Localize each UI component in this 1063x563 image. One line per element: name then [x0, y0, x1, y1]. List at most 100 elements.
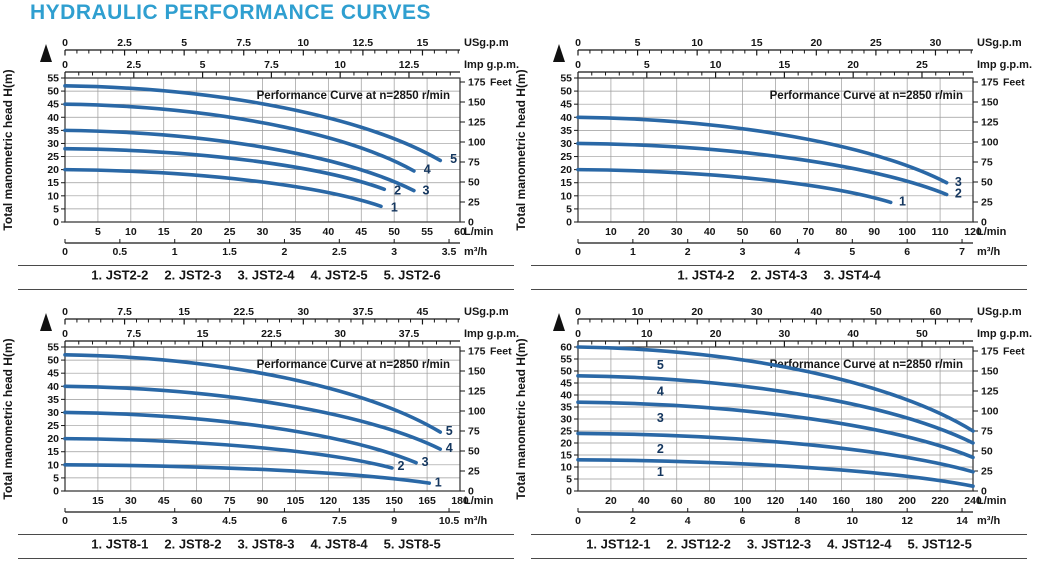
- svg-text:70: 70: [803, 226, 815, 238]
- svg-text:20: 20: [605, 495, 617, 507]
- svg-text:240: 240: [964, 495, 982, 507]
- chart-jst2: Total manometric head H(m) 0 2.5 5 7.5 10 12.5…: [0, 28, 531, 299]
- curve-number-JST4-2: 1: [899, 195, 906, 209]
- svg-text:20: 20: [47, 433, 59, 445]
- svg-text:20: 20: [560, 438, 572, 450]
- svg-text:0.5: 0.5: [113, 246, 128, 258]
- svg-text:5: 5: [53, 203, 59, 215]
- svg-text:80: 80: [835, 226, 847, 238]
- svg-text:100: 100: [734, 495, 752, 507]
- curve-number-JST12-3: 3: [657, 411, 664, 425]
- svg-text:55: 55: [421, 226, 433, 238]
- y-axis-arrow-icon: [40, 44, 52, 62]
- legend-text: 1. JST8-1 2. JST8-2 3. JST8-3 4. JST8-4 5. J…: [91, 537, 440, 552]
- svg-text:40: 40: [560, 390, 572, 402]
- svg-text:10: 10: [125, 226, 137, 238]
- svg-text:35: 35: [560, 402, 572, 414]
- us-gpm-axis: 0 5 10 15 20 25 30 USg.p.m: [575, 37, 1022, 56]
- performance-note: Performance Curve at n=2850 r/min: [257, 90, 450, 102]
- svg-text:30: 30: [47, 407, 59, 419]
- svg-text:5: 5: [181, 37, 187, 49]
- svg-text:0: 0: [62, 306, 68, 318]
- svg-text:30: 30: [779, 328, 791, 340]
- feet-axis: 175 Feet 150 125 100 75 50 25 0: [460, 77, 512, 229]
- svg-text:22.5: 22.5: [261, 328, 282, 340]
- performance-note: Performance Curve at n=2850 r/min: [770, 359, 963, 371]
- curve-JST12-2: [576, 431, 975, 474]
- imp-gpm-axis: 0 10 20 30 40 50 Imp g.p.m.: [575, 328, 1032, 347]
- svg-text:125: 125: [468, 386, 486, 398]
- imp-gpm-axis: 0 2.5 5 7.5 10 12.5 Imp g.p.m.: [62, 59, 519, 78]
- svg-text:0: 0: [62, 59, 68, 71]
- svg-text:30: 30: [671, 226, 683, 238]
- svg-text:40: 40: [560, 112, 572, 124]
- svg-text:40: 40: [704, 226, 716, 238]
- svg-text:8: 8: [795, 515, 801, 527]
- svg-text:55: 55: [47, 342, 59, 354]
- svg-text:100: 100: [468, 137, 486, 149]
- svg-text:10: 10: [710, 59, 722, 71]
- svg-text:50: 50: [560, 366, 572, 378]
- svg-text:7.5: 7.5: [126, 328, 141, 340]
- curve-JST8-3: [63, 410, 418, 465]
- m3h-axis: 0 1 2 3 4 5 6 7 m³/h: [575, 239, 1001, 258]
- svg-text:15: 15: [47, 177, 59, 189]
- feet-unit-label: Feet: [1003, 77, 1025, 89]
- legend-jst4: 1. JST4-2 2. JST4-3 3. JST4-4: [531, 265, 1027, 290]
- svg-text:22.5: 22.5: [234, 306, 255, 318]
- svg-text:125: 125: [981, 117, 999, 129]
- svg-text:14: 14: [956, 515, 968, 527]
- svg-text:10: 10: [632, 306, 644, 318]
- svg-text:125: 125: [468, 117, 486, 129]
- svg-text:60: 60: [930, 306, 942, 318]
- y-axis-title: Total manometric head H(m): [1, 338, 15, 499]
- svg-text:30: 30: [930, 37, 942, 49]
- legend-text: 1. JST4-2 2. JST4-3 3. JST4-4: [677, 268, 881, 283]
- curve-JST4-4: [576, 115, 949, 185]
- us-gpm-axis: 0 2.5 5 7.5 10 12.5 15 USg.p.m: [62, 37, 509, 56]
- chart-svg-jst12: Total manometric head H(m)0 10 20 30 40 50 60 U…: [514, 306, 1032, 559]
- svg-text:0: 0: [62, 37, 68, 49]
- svg-text:7.5: 7.5: [117, 306, 132, 318]
- svg-text:75: 75: [981, 426, 993, 438]
- chart-jst4: Total manometric head H(m) 0 5 10 15 20 25 30 US…: [513, 28, 1044, 299]
- curve-JST8-4: [63, 384, 443, 451]
- svg-text:2.5: 2.5: [332, 246, 347, 258]
- svg-text:20: 20: [847, 59, 859, 71]
- svg-text:12.5: 12.5: [399, 59, 420, 71]
- svg-text:40: 40: [847, 328, 859, 340]
- svg-text:10: 10: [47, 459, 59, 471]
- axis-unit-label: USg.p.m: [464, 37, 509, 49]
- svg-text:150: 150: [981, 97, 999, 109]
- svg-text:50: 50: [468, 177, 480, 189]
- svg-text:40: 40: [638, 495, 650, 507]
- svg-text:15: 15: [92, 495, 104, 507]
- svg-text:50: 50: [737, 226, 749, 238]
- curves: 1 2 3 4 5: [576, 345, 975, 488]
- m3h-unit-label: m³/h: [977, 246, 1001, 258]
- feet-axis: 175 Feet 150 125 100 75 50 25 0: [973, 77, 1025, 229]
- legend-jst2: 1. JST2-2 2. JST2-3 3. JST2-4 4. JST2-5 5. J…: [18, 265, 514, 290]
- curve-JST2-5: [63, 102, 416, 173]
- svg-text:20: 20: [560, 164, 572, 176]
- svg-text:40: 40: [47, 381, 59, 393]
- curve-number-JST2-4: 3: [422, 184, 429, 198]
- svg-text:50: 50: [47, 86, 59, 98]
- feet-axis: 175 Feet 150 125 100 75 50 25 0: [460, 346, 512, 498]
- us-gpm-axis: 0 7.5 15 22.5 30 37.5 45 USg.p.m: [62, 306, 509, 325]
- svg-text:120: 120: [320, 495, 338, 507]
- curve-JST12-1: [576, 458, 975, 488]
- svg-text:1: 1: [172, 246, 178, 258]
- svg-text:7.5: 7.5: [264, 59, 279, 71]
- svg-text:100: 100: [981, 137, 999, 149]
- svg-text:30: 30: [297, 306, 309, 318]
- svg-text:30: 30: [751, 306, 763, 318]
- svg-text:20: 20: [691, 306, 703, 318]
- curve-JST4-3: [576, 141, 949, 197]
- svg-text:10: 10: [605, 226, 617, 238]
- svg-text:0: 0: [575, 59, 581, 71]
